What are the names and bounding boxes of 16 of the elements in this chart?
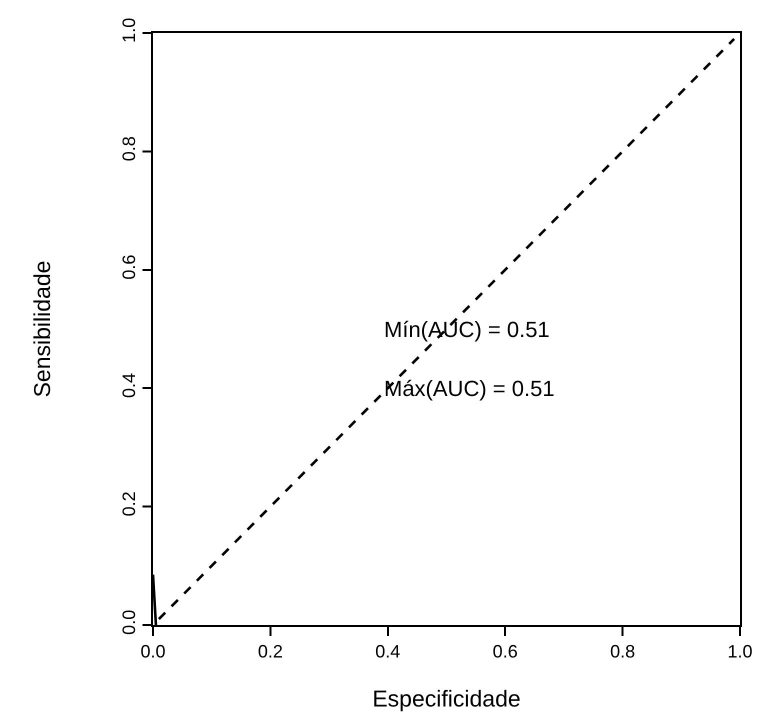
y-tick-label: 0.2 xyxy=(119,491,140,516)
y-tick-label: 0.6 xyxy=(119,254,140,280)
y-axis-title: Sensibilidade xyxy=(29,260,55,398)
y-tick-label: 1.0 xyxy=(119,18,140,43)
annotation: Máx(AUC) = 0.51 xyxy=(384,376,555,401)
y-tick-label: 0.8 xyxy=(119,136,140,162)
x-axis-title: Especificidade xyxy=(372,685,521,712)
x-tick-label: 0.8 xyxy=(610,641,636,662)
annotation: Mín(AUC) = 0.51 xyxy=(384,317,550,342)
x-tick-label: 0.2 xyxy=(258,641,283,662)
x-tick-label: 1.0 xyxy=(727,641,753,662)
y-tick-label: 0.0 xyxy=(119,610,140,635)
x-tick-label: 0.6 xyxy=(492,641,518,662)
x-tick-label: 0.0 xyxy=(140,641,166,662)
x-tick-label: 0.4 xyxy=(375,641,400,662)
y-tick-label: 0.4 xyxy=(119,372,140,398)
